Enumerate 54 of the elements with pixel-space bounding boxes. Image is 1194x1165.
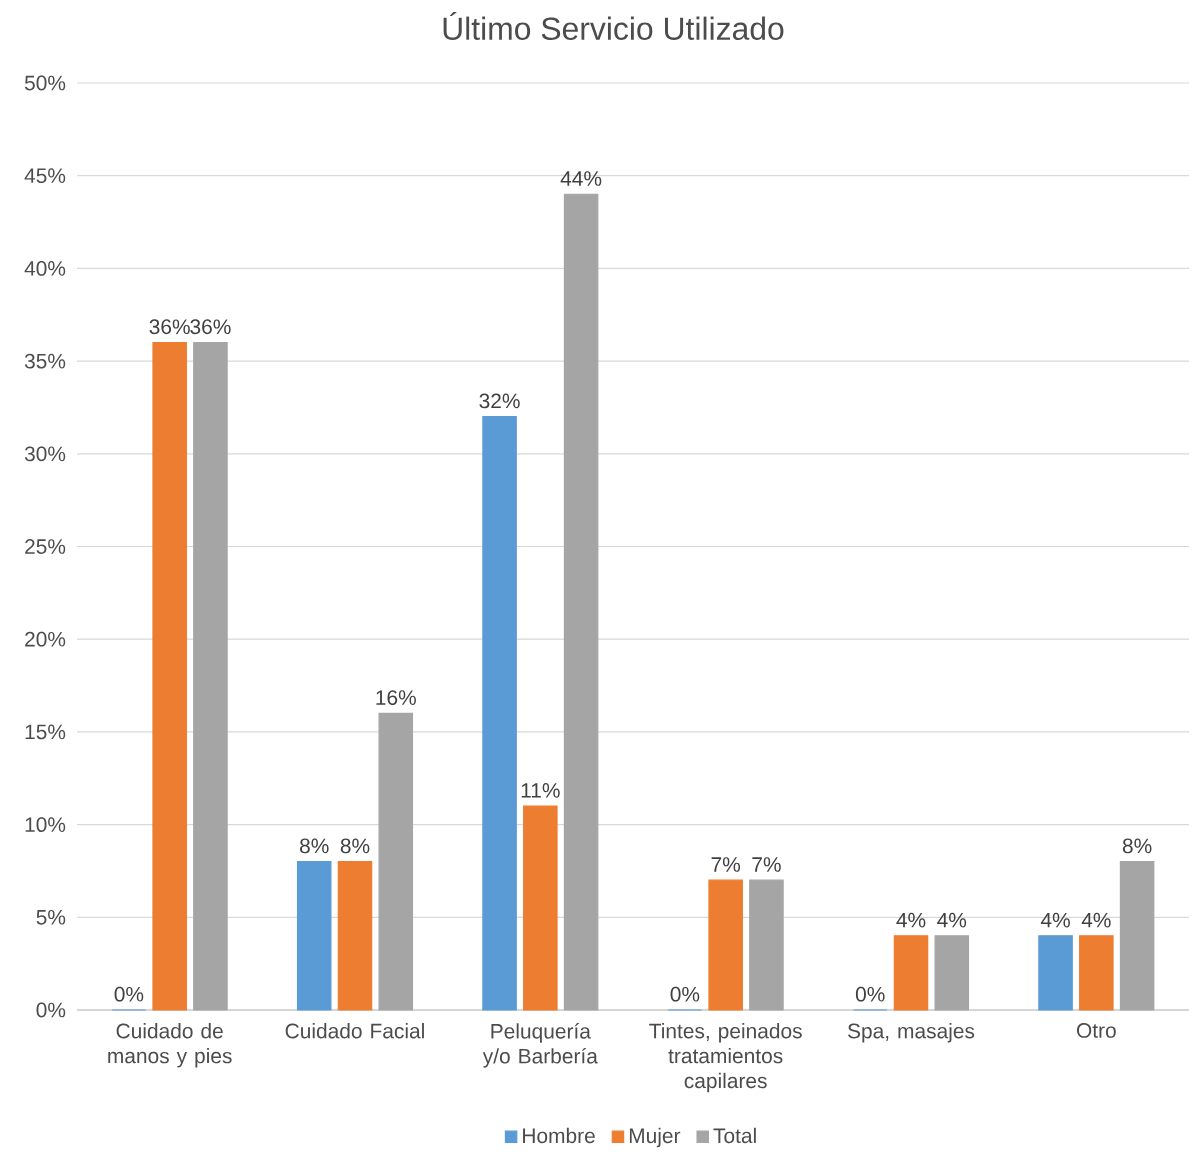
data-label: 11% [521,783,560,798]
data-label: 8% [340,838,370,854]
bar [152,341,187,1011]
data-label: 7% [711,857,741,872]
data-label: 4% [896,912,926,928]
data-label: 8% [300,838,329,854]
legend-label: Hombre [523,1127,595,1144]
x-tick-label: Cuidado Facial [285,1023,424,1039]
x-tick-label: Otro [1076,1023,1116,1038]
bar [523,805,558,1011]
y-tick-label: 0% [36,1002,66,1018]
bar [563,193,599,1011]
data-label: 4% [1081,912,1111,928]
y-tick-label: 10% [25,817,66,833]
legend-label: Mujer [629,1127,681,1148]
bar [1038,935,1073,1011]
y-tick-label: 50% [24,75,66,91]
data-label: 0% [855,986,885,1002]
data-label: 7% [752,857,781,872]
data-label: 8% [1122,838,1152,854]
x-tick-label: Tintes, peinados tratamientos capilares [649,1023,802,1093]
y-tick-label: 45% [24,168,66,184]
bar [193,341,228,1011]
y-tick-label: 25% [25,539,66,554]
chart-title: Último Servicio Utilizado [443,12,784,40]
data-label: 4% [937,912,967,928]
y-tick-label: 40% [24,261,66,276]
y-tick-label: 5% [36,909,66,925]
bar [378,712,414,1011]
bar [708,879,743,1011]
data-label: 44% [560,171,602,186]
data-label: 36% [149,319,190,335]
x-tick-label: Cuidado de manos y pies [108,1023,232,1068]
bar [482,416,517,1011]
data-label: 36% [190,319,231,335]
data-label: 4% [1040,912,1070,928]
bar [1079,935,1114,1011]
bar [934,935,970,1011]
bar [1119,861,1155,1011]
y-tick-label: 35% [24,353,66,369]
bar [749,879,784,1011]
x-tick-label: Peluquería y/o Barbería [482,1023,598,1068]
data-label: 0% [114,986,144,1002]
x-tick-label: Spa, masajes [847,1023,975,1043]
data-label: 32% [479,393,520,409]
y-tick-label: 20% [25,631,66,647]
bar [337,861,373,1011]
bar [893,935,929,1011]
data-label: 0% [670,986,700,1002]
legend-label: Total [713,1127,756,1144]
y-tick-label: 15% [25,724,66,740]
bar [296,861,332,1011]
data-label: 16% [376,690,416,705]
y-tick-label: 30% [24,446,66,462]
